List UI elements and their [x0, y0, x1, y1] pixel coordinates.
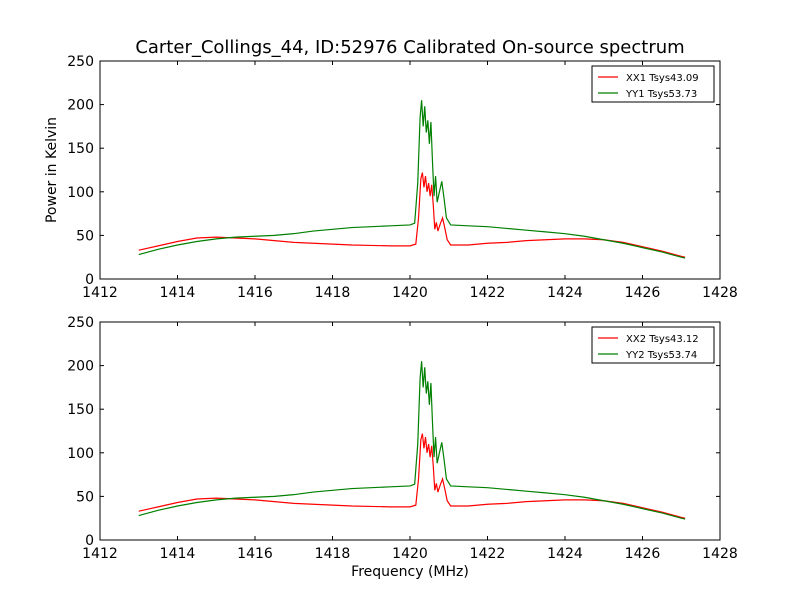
legend-entry-label: XX1 Tsys43.09 — [626, 73, 699, 84]
top-legend: XX1 Tsys43.09 YY1 Tsys53.73 — [591, 65, 715, 103]
x-tick-label: 1412 — [82, 546, 118, 562]
legend-entry-label: YY2 Tsys53.74 — [625, 350, 697, 361]
legend-entry-label: YY1 Tsys53.73 — [625, 89, 697, 100]
y-tick-label: 150 — [67, 141, 94, 157]
legend-entry-label: XX2 Tsys43.12 — [626, 334, 699, 345]
bottom-plot-area: 1412 1414 1416 1418 1420 1422 1424 1426 1428 0 50 1… — [67, 315, 738, 562]
x-tick-label: 1422 — [470, 285, 506, 301]
legend-frame — [591, 326, 715, 364]
x-axis-label: Frequency (MHz) — [351, 564, 469, 580]
x-tick-label: 1412 — [82, 285, 118, 301]
chart-title: Carter_Collings_44, ID:52976 Calibrated … — [135, 37, 684, 58]
y-tick-label: 0 — [85, 272, 94, 288]
x-tick-label: 1424 — [547, 285, 583, 301]
x-tick-label: 1420 — [392, 546, 428, 562]
series-line-xx — [138, 172, 686, 258]
bottom-plot-panel: 1412 1414 1416 1418 1420 1422 1424 1426 1428 0 50 1… — [67, 315, 738, 580]
top-plot-area: 1412 1414 1416 1418 1420 1422 1424 1426 1428 0 50 1… — [67, 54, 738, 301]
y-tick-label: 200 — [67, 359, 94, 375]
x-tick-label: 1418 — [315, 546, 351, 562]
x-tick-label: 1416 — [237, 546, 273, 562]
x-tick-label: 1414 — [160, 285, 196, 301]
series-line-yy — [138, 361, 686, 520]
y-tick-label: 0 — [85, 533, 94, 549]
x-tick-label: 1420 — [392, 285, 428, 301]
y-tick-label: 50 — [76, 228, 94, 244]
x-tick-label: 1428 — [702, 546, 738, 562]
y-tick-label: 200 — [67, 98, 94, 114]
top-plot-panel: 1412 1414 1416 1418 1420 1422 1424 1426 1428 0 50 1… — [44, 54, 738, 301]
y-tick-label: 250 — [67, 315, 94, 331]
y-tick-label: 250 — [67, 54, 94, 70]
x-tick-label: 1418 — [315, 285, 351, 301]
legend-frame — [591, 65, 715, 103]
x-tick-label: 1428 — [702, 285, 738, 301]
y-tick-label: 100 — [67, 446, 94, 462]
x-tick-label: 1424 — [547, 546, 583, 562]
x-tick-label: 1416 — [237, 285, 273, 301]
series-line-xx — [138, 433, 686, 519]
bottom-legend: XX2 Tsys43.12 YY2 Tsys53.74 — [591, 326, 715, 364]
top-y-axis-label: Power in Kelvin — [44, 117, 60, 223]
y-tick-label: 100 — [67, 185, 94, 201]
y-tick-label: 50 — [76, 489, 94, 505]
x-tick-label: 1426 — [625, 546, 661, 562]
series-line-yy — [138, 100, 686, 259]
x-tick-label: 1414 — [160, 546, 196, 562]
y-tick-label: 150 — [67, 402, 94, 418]
x-tick-label: 1426 — [625, 285, 661, 301]
x-tick-label: 1422 — [470, 546, 506, 562]
